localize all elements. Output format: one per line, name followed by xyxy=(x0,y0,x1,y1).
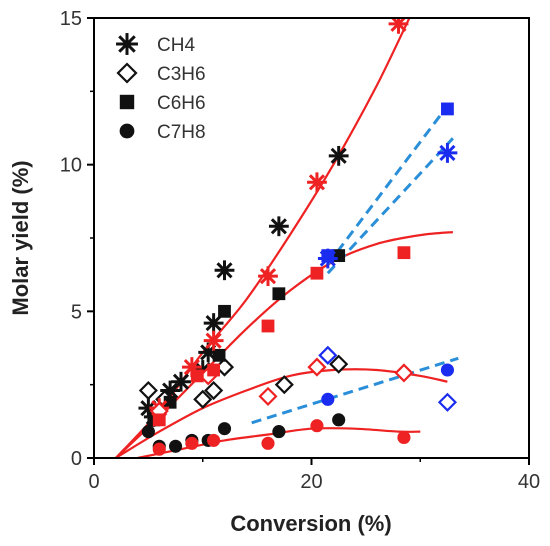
point-c6h6-red-2 xyxy=(207,363,221,377)
point-c6h6-black-1 xyxy=(163,395,177,409)
point-ch4-blue-1 xyxy=(437,143,458,163)
legend-label-c6h6: C6H6 xyxy=(157,93,206,114)
y-tick-label-15: 15 xyxy=(60,8,82,30)
point-c7h8-red-0 xyxy=(152,442,166,456)
y-tick-label-10: 10 xyxy=(60,155,82,177)
point-c7h8-black-2 xyxy=(169,439,183,453)
point-c7h8-red-4 xyxy=(310,419,324,433)
x-axis-title: Conversion (%) xyxy=(230,511,391,536)
point-c3h6-black-6 xyxy=(329,354,349,374)
point-ch4-red-2 xyxy=(203,330,224,351)
point-c3h6-red-2 xyxy=(258,386,278,406)
point-c3h6-red-3 xyxy=(307,357,327,377)
legend-marker-c3h6 xyxy=(116,62,138,84)
point-ch4-black-7 xyxy=(214,260,235,281)
point-c6h6-red-3 xyxy=(261,319,275,333)
point-c6h6-red-4 xyxy=(310,266,324,280)
x-tick-label-40: 40 xyxy=(518,471,540,493)
point-c3h6-blue-1 xyxy=(437,392,457,412)
legend-marker-c7h8 xyxy=(119,123,135,139)
point-ch4-red-3 xyxy=(258,266,278,287)
dashed-trend-line-6 xyxy=(251,356,459,425)
y-tick-label-0: 0 xyxy=(71,448,82,470)
point-c3h6-black-3 xyxy=(204,380,224,401)
point-c3h6-black-0 xyxy=(138,380,158,401)
point-c7h8-red-5 xyxy=(397,430,411,445)
point-c7h8-blue-0 xyxy=(321,392,335,406)
point-c3h6-red-4 xyxy=(394,363,414,383)
point-ch4-black-3 xyxy=(171,371,191,392)
point-c7h8-red-3 xyxy=(261,436,275,450)
y-tick-label-5: 5 xyxy=(71,301,82,323)
axes: 0 20 40 0 5 10 15 xyxy=(60,8,540,493)
y-axis-title: Molar yield (%) xyxy=(8,160,33,315)
x-tick-label-0: 0 xyxy=(88,471,99,493)
data-markers xyxy=(138,18,458,456)
point-ch4-black-9 xyxy=(328,145,349,166)
x-tick-label-20: 20 xyxy=(300,471,322,493)
dashed-trend-line-5 xyxy=(326,137,454,275)
point-c3h6-black-5 xyxy=(274,375,294,395)
point-c3h6-blue-0 xyxy=(318,345,338,365)
point-c6h6-red-0 xyxy=(152,413,166,427)
legend: CH4 C3H6 C6H6 C7H8 xyxy=(116,33,206,143)
legend-marker-c6h6 xyxy=(119,94,135,110)
point-c7h8-black-6 xyxy=(272,425,286,439)
point-c3h6-black-2 xyxy=(193,389,213,409)
point-c6h6-black-5 xyxy=(272,287,286,301)
point-c6h6-black-4 xyxy=(218,304,231,318)
dashed-trend-line-4 xyxy=(326,105,449,266)
point-c7h8-black-5 xyxy=(217,422,232,436)
legend-label-ch4: CH4 xyxy=(157,35,195,56)
point-c6h6-blue-1 xyxy=(441,102,454,116)
legend-marker-ch4 xyxy=(116,33,138,55)
point-c6h6-red-5 xyxy=(397,246,411,260)
point-c7h8-red-1 xyxy=(185,436,199,450)
point-ch4-red-4 xyxy=(307,172,327,193)
legend-label-c3h6: C3H6 xyxy=(157,64,206,85)
point-c7h8-black-0 xyxy=(141,425,155,439)
point-c7h8-red-2 xyxy=(207,433,221,447)
fit-curve-1 xyxy=(115,231,453,458)
legend-label-c7h8: C7H8 xyxy=(157,122,206,143)
point-ch4-black-6 xyxy=(203,313,224,333)
fit-curve-3 xyxy=(137,427,421,458)
point-c6h6-blue-0 xyxy=(321,249,335,262)
point-c7h8-black-7 xyxy=(332,413,346,427)
point-c6h6-red-1 xyxy=(190,369,204,383)
point-ch4-black-8 xyxy=(268,216,289,237)
point-c7h8-blue-1 xyxy=(440,363,454,377)
point-c6h6-black-3 xyxy=(212,348,226,362)
